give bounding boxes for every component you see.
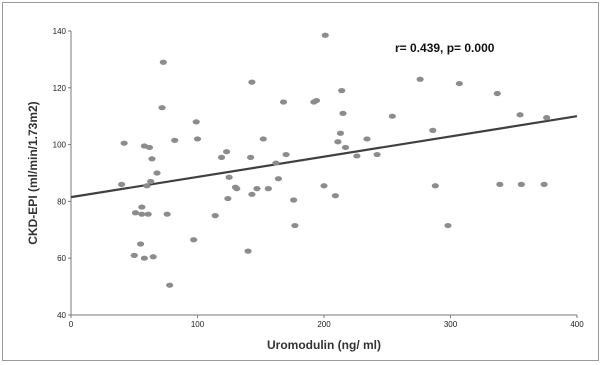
data-point-2: [120, 140, 128, 146]
data-point-67: [517, 181, 525, 187]
data-point-7: [138, 211, 146, 217]
data-point-22: [190, 237, 198, 243]
data-point-10: [143, 183, 151, 189]
data-points: [118, 32, 551, 288]
data-point-23: [192, 119, 200, 125]
y-tick-label-60: 60: [57, 254, 66, 263]
chart-frame: 0 100 200 300 400 40 60 80 100 120 140 r= 0.439, …: [2, 2, 599, 361]
x-tick-label-200: 200: [317, 320, 331, 329]
y-tick-label-120: 120: [53, 84, 67, 93]
data-point-57: [373, 151, 381, 158]
data-point-4: [131, 210, 140, 216]
data-point-32: [244, 248, 252, 254]
data-point-46: [312, 97, 321, 104]
data-point-38: [264, 186, 272, 192]
data-point-44: [291, 222, 299, 229]
data-point-39: [272, 160, 280, 166]
data-point-12: [145, 144, 154, 151]
data-point-41: [279, 99, 288, 105]
data-point-16: [153, 170, 161, 176]
data-point-15: [149, 254, 157, 260]
data-point-6: [138, 204, 146, 210]
y-tick-label-140: 140: [53, 27, 67, 36]
data-point-64: [493, 90, 501, 97]
data-point-26: [217, 154, 226, 160]
data-point-60: [429, 127, 437, 133]
data-point-43: [290, 197, 298, 203]
data-point-5: [136, 241, 145, 247]
data-point-25: [211, 213, 219, 219]
data-point-68: [540, 181, 548, 187]
data-point-18: [159, 59, 167, 65]
data-point-33: [247, 154, 255, 160]
data-point-17: [158, 105, 166, 111]
data-point-11: [144, 211, 152, 217]
data-point-19: [163, 211, 171, 217]
data-point-50: [334, 139, 342, 145]
data-point-40: [274, 176, 283, 182]
data-point-63: [455, 80, 463, 87]
y-tick-label-40: 40: [57, 311, 66, 320]
data-point-1: [118, 181, 126, 187]
data-point-58: [388, 113, 396, 119]
y-tick-label-100: 100: [53, 141, 67, 150]
data-point-35: [248, 191, 256, 197]
data-point-66: [516, 112, 524, 118]
data-point-37: [259, 136, 267, 142]
data-point-55: [353, 153, 361, 159]
data-point-14: [148, 156, 156, 162]
data-point-27: [222, 149, 231, 155]
y-axis-ticks: 40 60 80 100 120 140: [53, 27, 71, 320]
data-point-36: [253, 186, 261, 192]
data-point-29: [225, 174, 233, 180]
x-tick-label-400: 400: [570, 320, 584, 329]
x-axis-title: Uromodulin (ng/ ml): [267, 338, 381, 352]
y-axis-title: CKD-EPI (ml/min/1.73m2): [26, 101, 40, 244]
data-point-65: [496, 181, 504, 187]
data-point-13: [147, 178, 155, 185]
scatter-chart: 0 100 200 300 400 40 60 80 100 120 140 r= 0.439, …: [26, 27, 584, 352]
data-point-42: [282, 151, 290, 158]
data-point-51: [336, 130, 345, 136]
data-point-54: [341, 144, 350, 151]
data-point-28: [224, 195, 232, 202]
data-point-52: [338, 88, 346, 94]
regression-line: [70, 115, 578, 199]
data-point-34: [248, 79, 256, 85]
data-point-56: [363, 136, 371, 142]
y-tick-label-80: 80: [57, 197, 66, 206]
correlation-annotation: r= 0.439, p= 0.000: [395, 41, 495, 55]
x-tick-label-0: 0: [69, 320, 74, 329]
plot-area: [70, 31, 578, 316]
data-point-20: [166, 282, 174, 288]
x-tick-label-100: 100: [191, 320, 205, 329]
data-point-21: [171, 137, 179, 143]
x-tick-label-300: 300: [444, 320, 458, 329]
data-point-59: [416, 76, 424, 82]
data-point-49: [331, 193, 339, 199]
data-point-9: [140, 255, 148, 261]
data-point-61: [431, 183, 439, 189]
data-point-62: [444, 222, 452, 229]
data-point-24: [193, 136, 202, 142]
data-point-48: [321, 32, 329, 38]
x-axis-ticks: 0 100 200 300 400: [69, 315, 584, 329]
data-point-47: [320, 183, 328, 189]
data-point-31: [233, 186, 241, 192]
data-point-69: [543, 115, 551, 121]
data-point-53: [339, 110, 347, 116]
data-point-3: [130, 252, 138, 258]
